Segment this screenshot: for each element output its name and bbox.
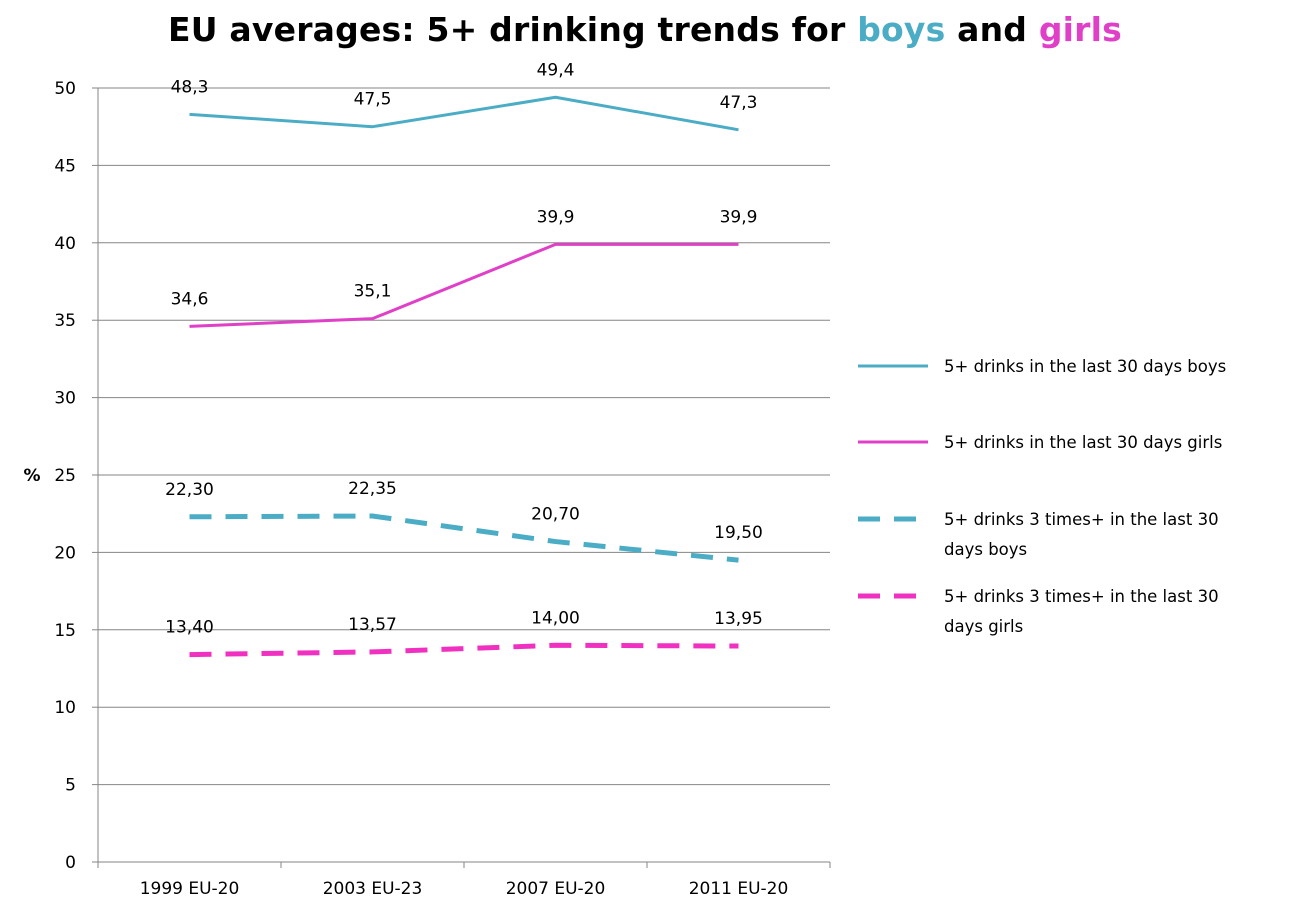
series-line-2 — [189, 242, 739, 328]
legend-label-3: 5+ drinks 3 times+ in the last 30 — [944, 510, 1219, 529]
y-tick-label: 15 — [54, 621, 76, 641]
chart-title: EU averages: 5+ drinking trends for boys… — [0, 10, 1290, 49]
x-tick-label: 2003 EU-23 — [323, 879, 423, 899]
title-boys-word: boys — [857, 10, 946, 49]
series-line-1 — [189, 95, 739, 132]
y-tick-label: 25 — [54, 466, 76, 486]
data-label: 34,6 — [171, 289, 209, 309]
y-tick-label: 10 — [54, 698, 76, 718]
y-tick-label: 5 — [65, 776, 76, 796]
data-label: 39,9 — [720, 207, 758, 227]
title-connector: and — [945, 10, 1039, 49]
data-label: 22,35 — [348, 479, 397, 499]
y-tick-label: 30 — [54, 389, 76, 409]
y-tick-label: 20 — [54, 543, 76, 563]
x-tick-label: 1999 EU-20 — [140, 879, 240, 899]
legend-label-2: 5+ drinks in the last 30 days girls — [944, 433, 1222, 452]
series-line-3 — [189, 513, 739, 563]
data-label: 13,95 — [714, 609, 763, 629]
data-label: 14,00 — [531, 608, 580, 628]
y-tick-label: 45 — [54, 156, 76, 176]
data-label: 48,3 — [171, 77, 209, 97]
y-tick-label: 40 — [54, 234, 76, 254]
data-label: 13,40 — [165, 618, 214, 638]
title-girls-word: girls — [1038, 10, 1122, 49]
data-label: 47,3 — [720, 93, 758, 113]
data-label: 49,4 — [537, 60, 575, 80]
series-line-4 — [189, 642, 739, 658]
data-label: 39,9 — [537, 207, 575, 227]
data-label: 19,50 — [714, 523, 763, 543]
y-axis-title: % — [23, 466, 40, 486]
legend-label-3: days boys — [944, 540, 1027, 559]
y-tick-label: 35 — [54, 311, 76, 331]
data-label: 35,1 — [354, 282, 392, 302]
x-tick-label: 2007 EU-20 — [506, 879, 606, 899]
x-tick-label: 2011 EU-20 — [689, 879, 789, 899]
y-tick-label: 50 — [54, 79, 76, 99]
legend-label-1: 5+ drinks in the last 30 days boys — [944, 357, 1226, 376]
data-label: 22,30 — [165, 480, 214, 500]
legend-label-4: days girls — [944, 617, 1023, 636]
title-prefix: EU averages: 5+ drinking trends for — [168, 10, 858, 49]
data-label: 13,57 — [348, 615, 397, 635]
y-tick-label: 0 — [65, 853, 76, 873]
data-label: 47,5 — [354, 90, 392, 110]
data-label: 20,70 — [531, 505, 580, 525]
legend-label-4: 5+ drinks 3 times+ in the last 30 — [944, 587, 1219, 606]
